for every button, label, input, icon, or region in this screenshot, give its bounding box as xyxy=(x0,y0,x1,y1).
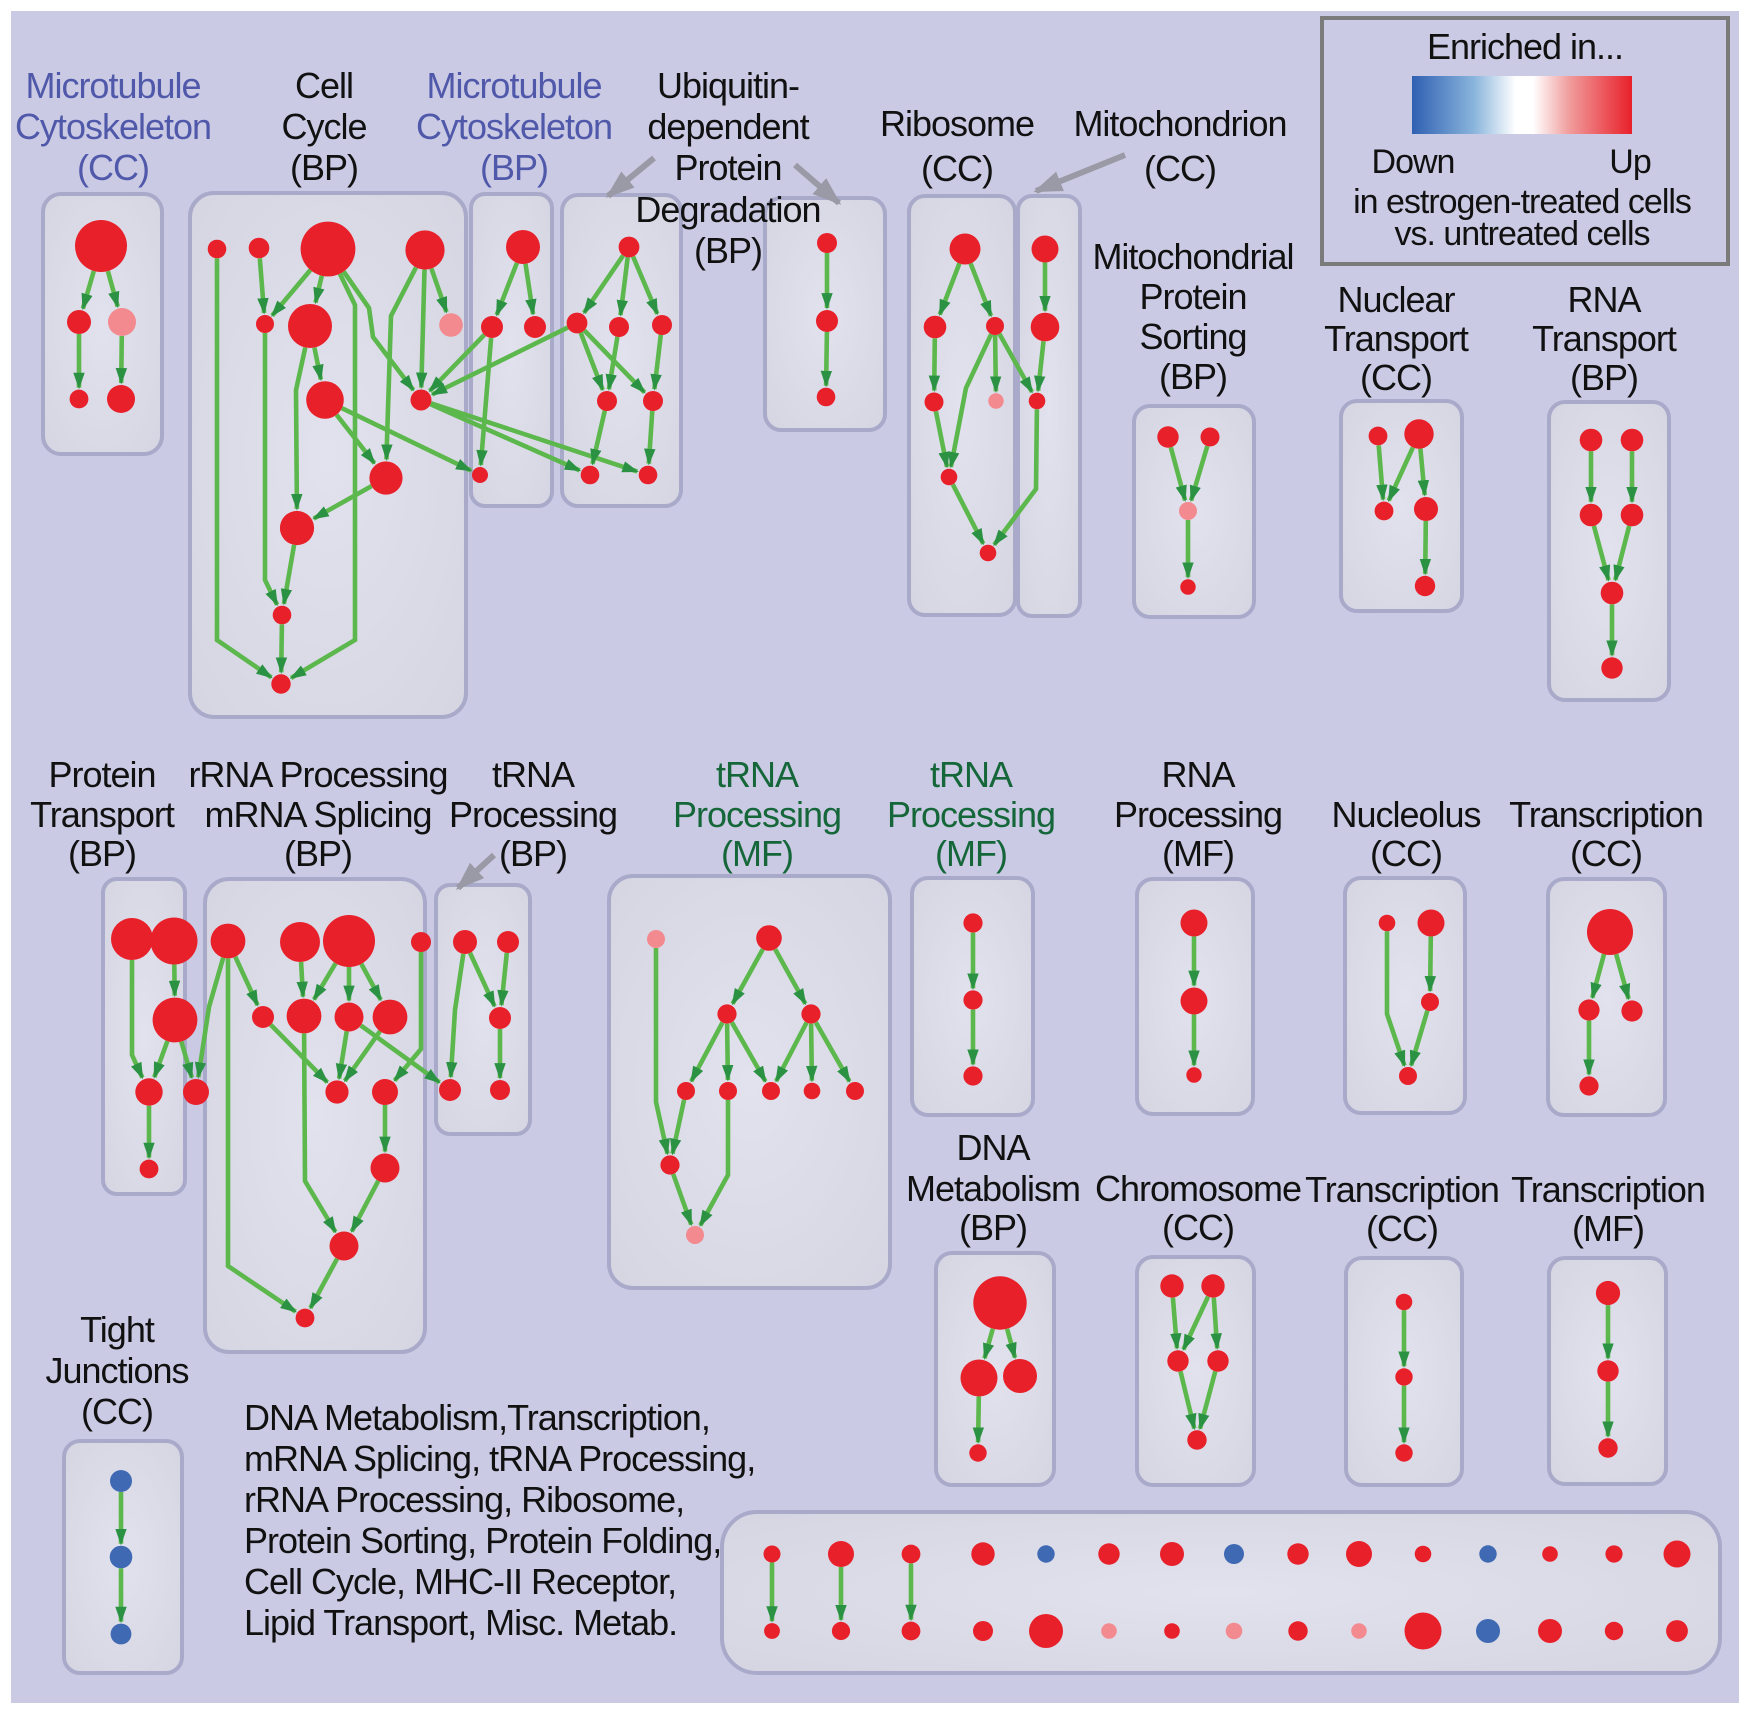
svg-text:Protein: Protein xyxy=(48,754,155,795)
svg-text:Protein: Protein xyxy=(1139,276,1246,317)
svg-text:Nuclear: Nuclear xyxy=(1337,279,1455,320)
svg-text:(BP): (BP) xyxy=(694,230,762,271)
svg-text:vs. untreated cells: vs. untreated cells xyxy=(1394,215,1649,253)
svg-text:Degradation: Degradation xyxy=(635,189,820,230)
svg-text:Microtubule: Microtubule xyxy=(426,65,601,106)
svg-text:(BP): (BP) xyxy=(480,147,548,188)
svg-text:DNA Metabolism,Transcription,: DNA Metabolism,Transcription, xyxy=(244,1397,710,1438)
svg-text:Chromosome: Chromosome xyxy=(1095,1168,1301,1209)
svg-text:mRNA Splicing: mRNA Splicing xyxy=(204,794,431,835)
svg-text:tRNA: tRNA xyxy=(716,754,799,795)
svg-text:in estrogen-treated cells: in estrogen-treated cells xyxy=(1353,183,1691,221)
svg-text:Protein: Protein xyxy=(674,147,781,188)
svg-text:Transport: Transport xyxy=(1532,318,1677,359)
svg-text:(BP): (BP) xyxy=(1159,356,1227,397)
svg-text:Enriched in...: Enriched in... xyxy=(1427,26,1623,67)
svg-text:RNA: RNA xyxy=(1161,754,1235,795)
svg-text:(BP): (BP) xyxy=(290,147,358,188)
svg-text:Processing: Processing xyxy=(673,794,841,835)
svg-text:rRNA Processing: rRNA Processing xyxy=(188,754,447,795)
svg-text:Transcription: Transcription xyxy=(1509,794,1703,835)
svg-text:(BP): (BP) xyxy=(959,1207,1027,1248)
svg-text:Tight: Tight xyxy=(80,1309,155,1350)
svg-text:(CC): (CC) xyxy=(1370,833,1442,874)
svg-text:RNA: RNA xyxy=(1567,279,1641,320)
svg-text:Protein Sorting, Protein Foldi: Protein Sorting, Protein Folding, xyxy=(244,1520,721,1561)
svg-text:Processing: Processing xyxy=(1114,794,1282,835)
svg-text:Cell: Cell xyxy=(295,65,353,106)
svg-text:mRNA Splicing, tRNA Processing: mRNA Splicing, tRNA Processing, xyxy=(244,1438,755,1479)
svg-text:Ubiquitin-: Ubiquitin- xyxy=(657,65,799,106)
svg-text:Lipid Transport, Misc. Metab.: Lipid Transport, Misc. Metab. xyxy=(244,1602,677,1643)
svg-text:(MF): (MF) xyxy=(1162,833,1234,874)
svg-text:Transport: Transport xyxy=(30,794,175,835)
svg-text:Cell Cycle, MHC-II Receptor,: Cell Cycle, MHC-II Receptor, xyxy=(244,1561,676,1602)
svg-text:Mitochondrial: Mitochondrial xyxy=(1092,236,1293,277)
svg-text:Sorting: Sorting xyxy=(1139,316,1246,357)
svg-text:(MF): (MF) xyxy=(1572,1208,1644,1249)
svg-text:rRNA Processing, Ribosome,: rRNA Processing, Ribosome, xyxy=(244,1479,684,1520)
svg-text:Cytoskeleton: Cytoskeleton xyxy=(15,106,211,147)
svg-text:(MF): (MF) xyxy=(935,833,1007,874)
svg-text:Nucleolus: Nucleolus xyxy=(1331,794,1480,835)
svg-text:Transcription: Transcription xyxy=(1511,1169,1705,1210)
svg-text:Cytoskeleton: Cytoskeleton xyxy=(416,106,612,147)
svg-text:tRNA: tRNA xyxy=(930,754,1013,795)
svg-text:Transcription: Transcription xyxy=(1305,1169,1499,1210)
svg-text:(BP): (BP) xyxy=(68,833,136,874)
svg-text:(MF): (MF) xyxy=(721,833,793,874)
svg-text:(BP): (BP) xyxy=(1570,357,1638,398)
svg-text:Processing: Processing xyxy=(449,794,617,835)
svg-text:Cycle: Cycle xyxy=(281,106,366,147)
svg-text:(CC): (CC) xyxy=(1360,357,1432,398)
svg-text:(CC): (CC) xyxy=(77,147,149,188)
svg-text:Up: Up xyxy=(1609,143,1651,181)
svg-text:Metabolism: Metabolism xyxy=(906,1168,1080,1209)
svg-text:(CC): (CC) xyxy=(921,148,993,189)
svg-text:(BP): (BP) xyxy=(499,833,567,874)
svg-text:Down: Down xyxy=(1372,143,1455,181)
svg-text:(CC): (CC) xyxy=(1366,1208,1438,1249)
svg-text:(CC): (CC) xyxy=(1162,1207,1234,1248)
svg-text:Mitochondrion: Mitochondrion xyxy=(1073,103,1286,144)
svg-text:tRNA: tRNA xyxy=(492,754,575,795)
svg-text:Transport: Transport xyxy=(1324,318,1469,359)
svg-text:DNA: DNA xyxy=(956,1127,1030,1168)
svg-text:(CC): (CC) xyxy=(1570,833,1642,874)
svg-text:Microtubule: Microtubule xyxy=(25,65,200,106)
svg-text:(CC): (CC) xyxy=(1144,148,1216,189)
svg-text:(CC): (CC) xyxy=(81,1391,153,1432)
svg-text:Processing: Processing xyxy=(887,794,1055,835)
svg-text:Junctions: Junctions xyxy=(45,1350,188,1391)
svg-text:dependent: dependent xyxy=(647,106,809,147)
svg-text:Ribosome: Ribosome xyxy=(880,103,1034,144)
svg-text:(BP): (BP) xyxy=(284,833,352,874)
